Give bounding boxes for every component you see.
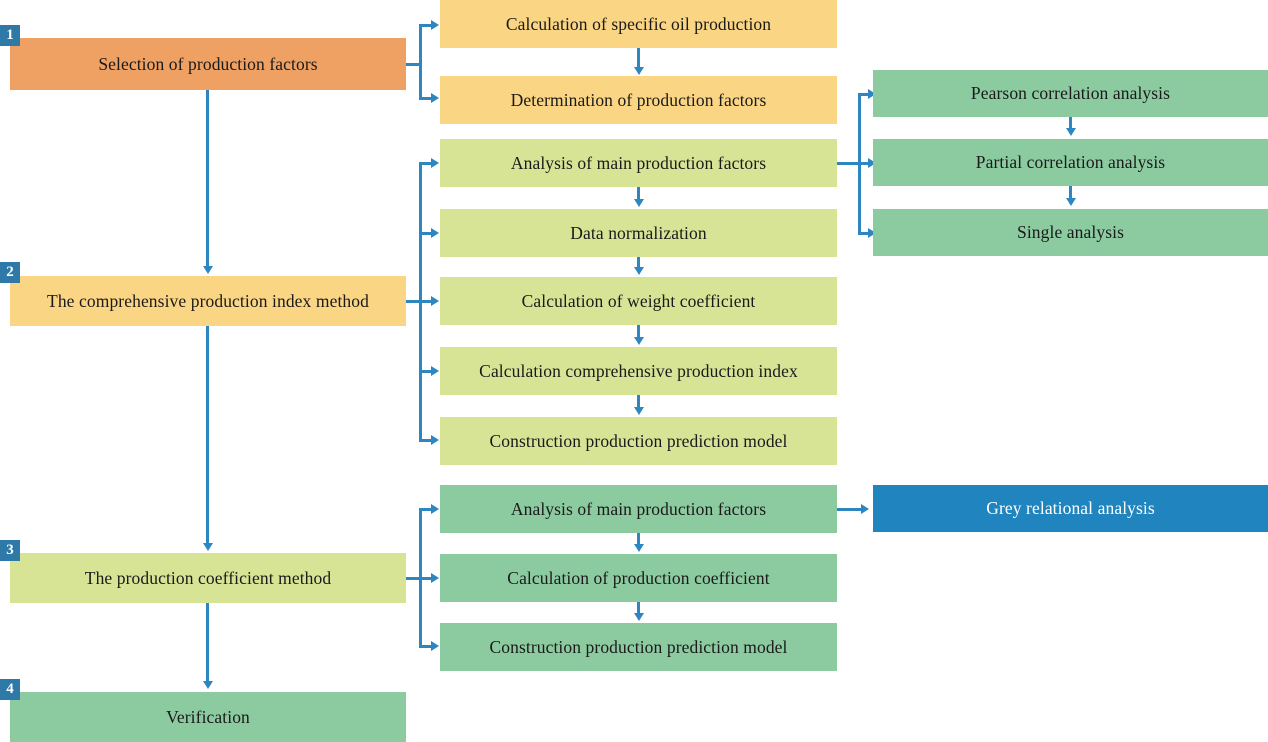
arrow-stage3-to-stage4 [203, 681, 213, 689]
detail-box-partial-correlation-analysis[interactable]: Partial correlation analysis [873, 139, 1268, 186]
step-box-data-normalization[interactable]: Data normalization [440, 209, 837, 257]
detail-box-grey-relational-analysis[interactable]: Grey relational analysis [873, 485, 1268, 532]
connector-step1-to-step2 [637, 48, 640, 69]
arrow-d1-to-d2 [1066, 128, 1076, 136]
arrow-t1-to-t2 [634, 544, 644, 552]
connector-stage3-to-t1 [419, 508, 433, 511]
arrow-s3-to-s4 [634, 337, 644, 345]
connector-s3-to-s4 [637, 325, 640, 339]
step-box-analysis-of-main-production-factors-2[interactable]: Analysis of main production factors [440, 139, 837, 187]
connector-s2-to-s3 [637, 257, 640, 269]
connector-detail-to-d1 [858, 93, 870, 96]
step-box-construction-production-prediction-model-2[interactable]: Construction production prediction model [440, 417, 837, 465]
arrow-stage2-to-s4 [431, 366, 439, 376]
connector-stage2-to-s4 [419, 370, 433, 373]
connector-stage1-spine [419, 24, 422, 100]
connector-stage3-to-stage4 [206, 603, 209, 685]
arrow-stage3-to-t3 [431, 641, 439, 651]
arrow-stage3-to-t1 [431, 504, 439, 514]
arrow-detail-to-d2 [868, 158, 876, 168]
stage-badge-2: 2 [0, 262, 20, 283]
connector-stage1-stub [406, 63, 422, 66]
stage-box-comprehensive-production-index-method[interactable]: The comprehensive production index metho… [10, 276, 406, 326]
connector-detail-to-d2 [858, 162, 870, 165]
stage-badge-4: 4 [0, 679, 20, 700]
connector-stage1-to-stage2 [206, 90, 209, 270]
connector-stage1-to-step2 [419, 97, 433, 100]
connector-detail-to-d3 [858, 232, 870, 235]
connector-stage2-to-s2 [419, 232, 433, 235]
connector-stage2-to-s1 [419, 162, 433, 165]
arrow-s1-to-s2 [634, 199, 644, 207]
arrow-stage2-to-s5 [431, 435, 439, 445]
stage-badge-3: 3 [0, 540, 20, 561]
arrow-detail-to-d3 [868, 228, 876, 238]
detail-box-pearson-correlation-analysis[interactable]: Pearson correlation analysis [873, 70, 1268, 117]
arrow-stage2-to-s3 [431, 296, 439, 306]
step-box-calculation-of-weight-coefficient[interactable]: Calculation of weight coefficient [440, 277, 837, 325]
arrow-stage1-to-step2 [431, 93, 439, 103]
connector-s1-to-s2 [637, 187, 640, 201]
connector-stage2-stub [406, 300, 422, 303]
arrow-stage3-to-t2 [431, 573, 439, 583]
connector-stage3-to-t2 [419, 577, 433, 580]
step-box-calculation-comprehensive-production-index[interactable]: Calculation comprehensive production ind… [440, 347, 837, 395]
stage-box-verification[interactable]: Verification [10, 692, 406, 742]
stage-box-selection-of-production-factors[interactable]: Selection of production factors [10, 38, 406, 90]
step-box-construction-production-prediction-model-3[interactable]: Construction production prediction model [440, 623, 837, 671]
arrow-stage2-to-s2 [431, 228, 439, 238]
arrow-s2-to-s3 [634, 267, 644, 275]
connector-t1-to-grey [837, 508, 863, 511]
arrow-t1-to-grey [861, 504, 869, 514]
connector-t1-to-t2 [637, 533, 640, 546]
connector-d2-to-d3 [1069, 186, 1072, 200]
connector-d1-to-d2 [1069, 117, 1072, 130]
arrow-s4-to-s5 [634, 407, 644, 415]
connector-stage2-to-stage3 [206, 326, 209, 547]
stage-badge-1: 1 [0, 25, 20, 46]
arrow-stage1-to-step1 [431, 20, 439, 30]
connector-stage2-to-s3 [419, 300, 433, 303]
step-box-analysis-of-main-production-factors-3[interactable]: Analysis of main production factors [440, 485, 837, 533]
connector-stage2-to-s5 [419, 439, 433, 442]
arrow-t2-to-t3 [634, 613, 644, 621]
arrow-detail-to-d1 [868, 89, 876, 99]
step-box-calculation-of-production-coefficient[interactable]: Calculation of production coefficient [440, 554, 837, 602]
connector-s1-to-detail-stub [837, 162, 861, 165]
connector-stage1-to-step1 [419, 24, 433, 27]
detail-box-single-analysis[interactable]: Single analysis [873, 209, 1268, 256]
arrow-stage2-to-s1 [431, 158, 439, 168]
step-box-calculation-of-specific-oil-production[interactable]: Calculation of specific oil production [440, 0, 837, 48]
connector-stage3-to-t3 [419, 645, 433, 648]
connector-stage3-stub [406, 577, 422, 580]
arrow-step1-to-step2 [634, 67, 644, 75]
connector-s4-to-s5 [637, 395, 640, 409]
connector-t2-to-t3 [637, 602, 640, 615]
arrow-d2-to-d3 [1066, 198, 1076, 206]
arrow-stage1-to-stage2 [203, 266, 213, 274]
step-box-determination-of-production-factors[interactable]: Determination of production factors [440, 76, 837, 124]
stage-box-production-coefficient-method[interactable]: The production coefficient method [10, 553, 406, 603]
arrow-stage2-to-stage3 [203, 543, 213, 551]
